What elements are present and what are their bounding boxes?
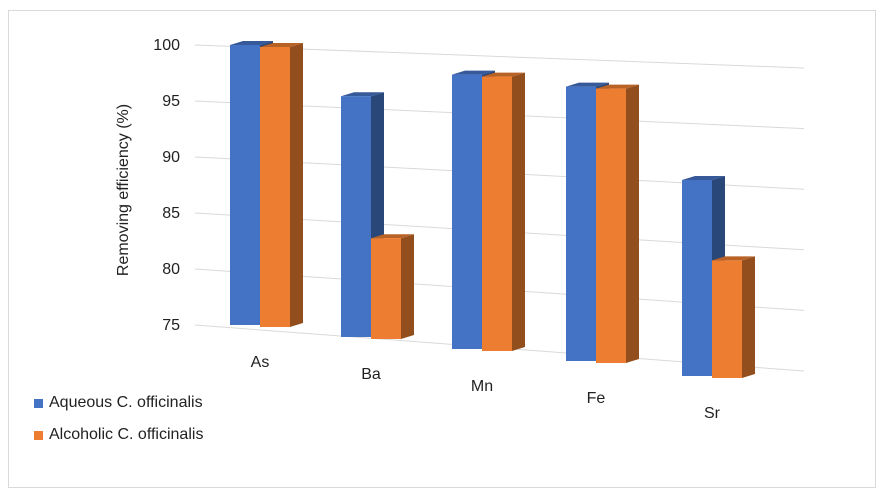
- bar-top: [712, 256, 755, 261]
- y-tick-label: 100: [153, 37, 180, 54]
- legend-label-alcoholic: Alcoholic C. officinalis: [49, 426, 204, 443]
- bar-aqueous-mn: [452, 74, 482, 349]
- bar-top: [566, 82, 609, 87]
- bar-aqueous-ba: [341, 96, 371, 337]
- bar-top: [341, 92, 384, 97]
- x-tick-label: Ba: [361, 366, 381, 383]
- x-tick-label: Fe: [587, 390, 606, 407]
- bar-top: [230, 41, 273, 45]
- legend: Aqueous C. officinalis Alcoholic C. offi…: [34, 394, 203, 458]
- x-tick-label: Mn: [471, 378, 493, 395]
- bar-top: [682, 176, 725, 180]
- legend-item-alcoholic: Alcoholic C. officinalis: [34, 426, 203, 444]
- legend-label-aqueous: Aqueous C. officinalis: [49, 394, 203, 411]
- bar-alcoholic-fe: [596, 88, 626, 363]
- bar-side: [626, 84, 639, 363]
- bar-aqueous-fe: [566, 86, 596, 361]
- x-tick-label: Sr: [704, 405, 721, 422]
- bar-side: [401, 234, 414, 339]
- bar-top: [596, 84, 639, 89]
- chart-frame: [8, 10, 876, 488]
- legend-item-aqueous: Aqueous C. officinalis: [34, 394, 203, 412]
- bar-side: [290, 43, 303, 327]
- x-tick-label: As: [251, 354, 270, 371]
- y-tick-label: 75: [162, 317, 180, 334]
- bar-alcoholic-mn: [482, 76, 512, 351]
- bar-alcoholic-sr: [712, 260, 742, 378]
- bar-top: [452, 70, 495, 75]
- bar-top: [482, 72, 525, 77]
- y-axis-title: Removing efficiency (%): [115, 104, 132, 276]
- legend-swatch-alcoholic: [34, 430, 43, 440]
- y-tick-label: 90: [162, 149, 180, 166]
- bar-side: [742, 256, 755, 378]
- y-tick-label: 95: [162, 93, 180, 110]
- bar-top: [260, 43, 303, 47]
- legend-swatch-aqueous: [34, 398, 43, 408]
- bar-aqueous-as: [230, 45, 260, 325]
- bar-alcoholic-as: [260, 47, 290, 327]
- y-tick-label: 85: [162, 205, 180, 222]
- bar-alcoholic-ba: [371, 238, 401, 339]
- y-tick-label: 80: [162, 261, 180, 278]
- bar-aqueous-sr: [682, 180, 712, 376]
- bar-top: [371, 234, 414, 239]
- bar-side: [512, 72, 525, 351]
